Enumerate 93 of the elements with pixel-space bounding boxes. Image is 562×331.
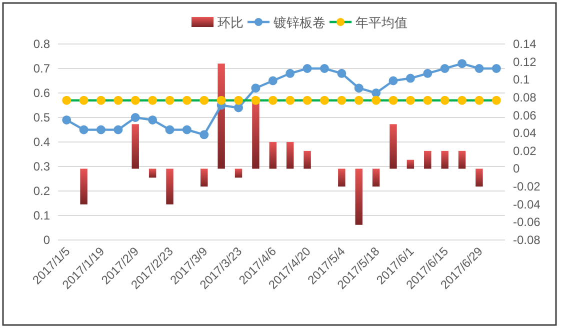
point — [62, 115, 72, 124]
point — [96, 96, 106, 105]
bar — [338, 168, 346, 187]
y2-tick-label: 0.1 — [513, 72, 530, 87]
point — [320, 64, 329, 73]
point — [492, 96, 501, 105]
bar — [424, 150, 432, 169]
y2-tick-label: 0.08 — [513, 90, 537, 104]
point — [406, 96, 415, 105]
point — [388, 96, 398, 105]
point — [268, 76, 278, 86]
point — [302, 96, 312, 105]
point — [216, 96, 226, 105]
point — [96, 125, 106, 134]
y2-tick-label: -0.04 — [513, 197, 541, 212]
bar — [166, 168, 174, 204]
bar — [286, 142, 294, 169]
point — [200, 96, 209, 105]
point — [79, 125, 88, 134]
bar — [406, 160, 414, 169]
point — [182, 125, 192, 134]
point — [114, 96, 123, 105]
point — [79, 96, 88, 105]
point — [268, 96, 278, 105]
point — [337, 68, 346, 78]
bar — [80, 168, 88, 204]
legend-label: 环比 — [218, 15, 244, 30]
point — [148, 115, 158, 124]
point — [182, 96, 192, 105]
y-tick-label: 0.5 — [33, 110, 50, 124]
point — [337, 96, 346, 105]
point — [165, 125, 174, 134]
point — [388, 76, 398, 86]
point — [492, 64, 501, 73]
legend-label: 年平均值 — [356, 15, 408, 30]
y2-tick-label: 0.12 — [513, 54, 537, 69]
y2-tick-label: 0.02 — [513, 144, 537, 158]
bar — [372, 168, 380, 187]
point — [130, 113, 140, 122]
point — [251, 96, 260, 105]
point — [251, 84, 260, 93]
legend-label: 镀锌板卷 — [272, 15, 326, 30]
y2-tick-label: 0.04 — [513, 126, 537, 140]
bar — [458, 150, 466, 169]
y-tick-label: 0.7 — [33, 62, 50, 76]
bar — [304, 150, 311, 169]
point — [458, 59, 467, 68]
bar — [234, 168, 242, 178]
bar — [390, 124, 397, 169]
point — [234, 103, 244, 112]
bar — [441, 150, 448, 169]
point — [440, 96, 450, 105]
point — [148, 96, 158, 105]
point — [354, 84, 364, 93]
point — [114, 125, 123, 134]
point — [165, 96, 174, 105]
point — [354, 96, 364, 105]
point — [458, 96, 467, 105]
y-tick-label: 0 — [43, 233, 50, 247]
y-tick-label: 0.2 — [33, 184, 50, 198]
bar — [269, 142, 277, 169]
point — [474, 96, 484, 105]
point — [440, 64, 450, 73]
y2-tick-label: -0.02 — [513, 180, 541, 194]
point — [423, 96, 432, 105]
point — [372, 96, 381, 105]
y-tick-label: 0.4 — [33, 135, 50, 149]
y2-tick-label: -0.06 — [513, 215, 541, 230]
bar — [200, 168, 208, 187]
bar — [476, 168, 483, 187]
point — [286, 68, 295, 78]
point — [372, 88, 381, 98]
y-tick-label: 0.8 — [33, 37, 50, 51]
y2-tick-label: 0 — [513, 162, 520, 176]
y2-tick-label: 0.06 — [513, 108, 537, 122]
bar — [355, 168, 362, 225]
y-tick-label: 0.3 — [33, 160, 50, 174]
point — [423, 68, 432, 78]
point — [474, 64, 484, 73]
y2-tick-label: 0.14 — [513, 37, 537, 51]
point — [234, 96, 244, 105]
point — [130, 96, 140, 105]
y-tick-label: 0.1 — [33, 208, 50, 222]
bar — [132, 124, 139, 169]
point — [320, 96, 329, 105]
bar — [148, 168, 156, 178]
y2-tick-label: -0.08 — [513, 233, 541, 247]
point — [200, 130, 209, 140]
point — [302, 64, 312, 73]
point — [286, 96, 295, 105]
point — [62, 96, 72, 105]
y-tick-label: 0.6 — [33, 86, 50, 100]
point — [406, 74, 415, 83]
